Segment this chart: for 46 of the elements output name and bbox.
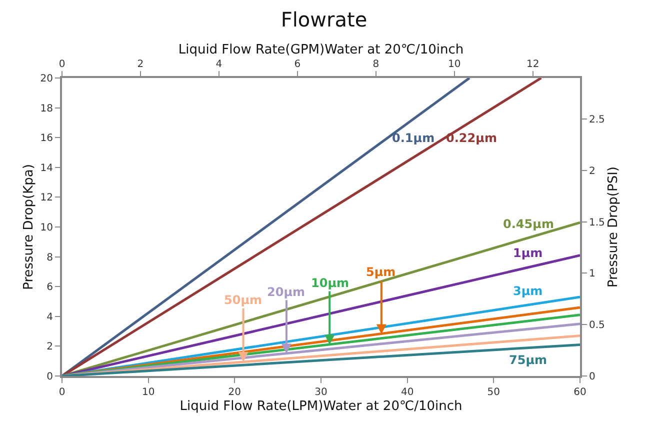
x2-tick-label: 6 <box>294 59 301 70</box>
y2-tick-label: 0.5 <box>589 320 605 332</box>
annotation: 5μm <box>366 265 396 279</box>
y-axis-title: Pressure Drop(Kpa) <box>22 164 37 290</box>
x2-tick-label: 4 <box>216 59 222 70</box>
x2-tick-label: 2 <box>137 59 144 70</box>
y-tick-label: 6 <box>46 282 53 294</box>
x-tick-label: 20 <box>228 387 242 398</box>
annotation: 50μm <box>224 293 262 307</box>
y2-axis-title: Pressure Drop(PSI) <box>606 166 622 288</box>
annotation: 20μm <box>267 285 306 299</box>
series-label: 3μm <box>513 284 543 298</box>
y-tick-label: 12 <box>40 192 53 204</box>
y2-tick-label: 2.5 <box>589 114 605 126</box>
y2-tick-label: 2 <box>589 166 596 177</box>
y-tick-label: 0 <box>46 372 53 382</box>
x-tick-label: 30 <box>314 387 328 398</box>
x2-tick-label: 10 <box>448 59 461 70</box>
series-label: 0.45μm <box>503 217 554 231</box>
y-tick-label: 2 <box>46 342 53 353</box>
series-label: 0.22μm <box>446 131 497 145</box>
x2-tick-label: 0 <box>58 59 66 70</box>
annotation: 10μm <box>311 276 350 290</box>
x2-axis-title: Liquid Flow Rate(GPM)Water at 20℃/10inch <box>178 42 464 58</box>
x-tick-label: 40 <box>400 387 414 398</box>
y-tick-label: 10 <box>40 222 53 234</box>
y2-tick-label: 0 <box>589 372 596 382</box>
x2-tick-label: 8 <box>372 59 380 70</box>
x-tick-label: 50 <box>487 387 500 398</box>
series-label: 1μm <box>513 246 543 260</box>
y-tick-label: 20 <box>40 74 53 84</box>
y-tick-label: 16 <box>40 133 53 144</box>
y2-tick-label: 1.5 <box>589 217 605 228</box>
y-tick-label: 8 <box>46 252 53 264</box>
series-label: 0.1μm <box>392 131 435 145</box>
x-tick-label: 10 <box>142 387 155 398</box>
y-tick-label: 4 <box>46 312 53 323</box>
series-label: 75μm <box>509 353 548 367</box>
x-tick-label: 0 <box>58 387 66 398</box>
chart-title: Flowrate <box>280 8 368 32</box>
x-axis-title: Liquid Flow Rate(LPM)Water at 20℃/10inch <box>180 399 462 414</box>
y-tick-label: 14 <box>40 162 53 174</box>
y2-tick-label: 1 <box>589 268 596 280</box>
x-tick-label: 60 <box>574 387 586 398</box>
y-tick-label: 18 <box>40 103 53 114</box>
x2-tick-label: 12 <box>526 59 540 70</box>
